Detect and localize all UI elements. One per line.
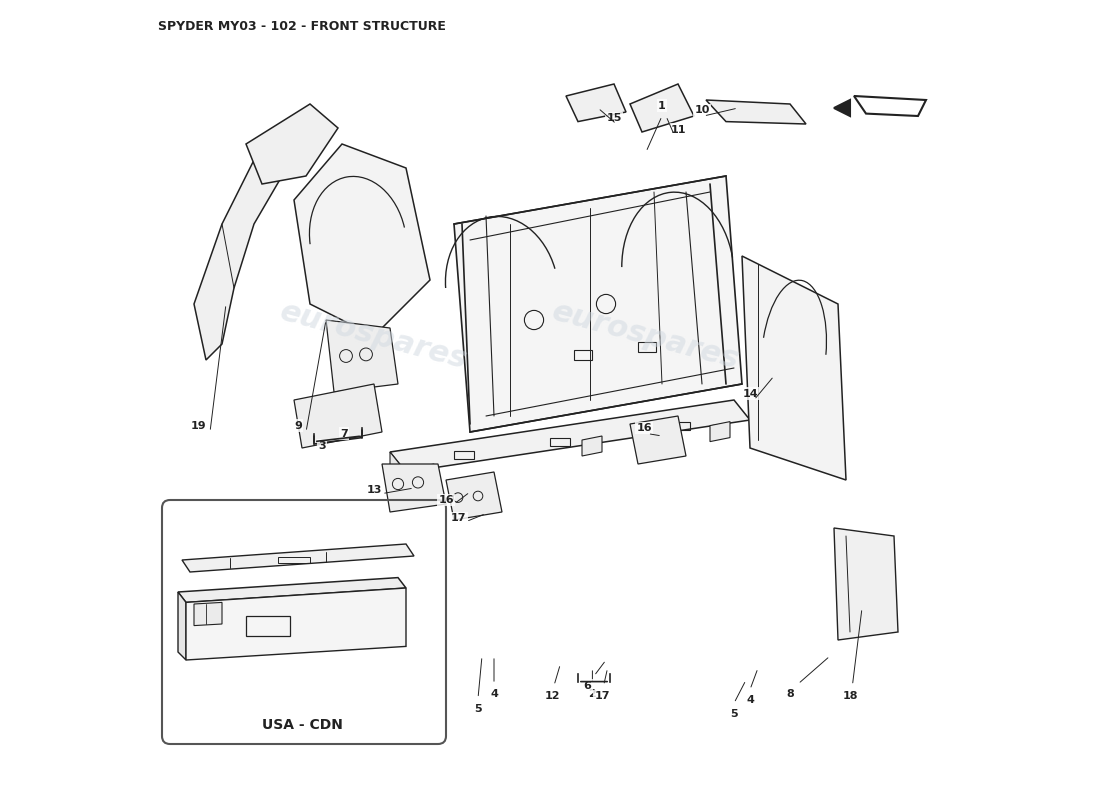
Bar xyxy=(246,616,290,636)
Text: 15: 15 xyxy=(606,114,621,123)
Text: 3: 3 xyxy=(318,441,326,450)
Polygon shape xyxy=(742,256,846,480)
Bar xyxy=(454,451,474,459)
Text: 16: 16 xyxy=(438,495,454,505)
Text: 4: 4 xyxy=(491,690,498,699)
Polygon shape xyxy=(414,464,435,484)
Polygon shape xyxy=(182,544,414,572)
Text: 6: 6 xyxy=(584,681,592,690)
Text: 5: 5 xyxy=(730,709,738,718)
Bar xyxy=(638,342,656,352)
Text: eurospares: eurospares xyxy=(277,297,471,375)
Text: 7: 7 xyxy=(341,429,349,438)
Text: 9: 9 xyxy=(294,421,301,430)
Polygon shape xyxy=(294,144,430,336)
Polygon shape xyxy=(630,416,686,464)
Text: USA - CDN: USA - CDN xyxy=(262,718,342,732)
Text: 18: 18 xyxy=(843,691,858,701)
Polygon shape xyxy=(582,436,602,456)
Polygon shape xyxy=(710,422,730,442)
Polygon shape xyxy=(390,452,406,484)
Text: 12: 12 xyxy=(544,691,560,701)
Text: 19: 19 xyxy=(190,421,206,430)
Text: 14: 14 xyxy=(742,389,758,398)
Polygon shape xyxy=(186,588,406,660)
Polygon shape xyxy=(178,578,406,602)
Text: 11: 11 xyxy=(670,125,685,134)
Polygon shape xyxy=(326,320,398,392)
Text: 1: 1 xyxy=(658,101,666,110)
Polygon shape xyxy=(834,100,850,116)
Text: 8: 8 xyxy=(786,689,794,698)
Polygon shape xyxy=(566,84,626,122)
Text: SPYDER MY03 - 102 - FRONT STRUCTURE: SPYDER MY03 - 102 - FRONT STRUCTURE xyxy=(158,20,446,33)
Polygon shape xyxy=(454,176,742,432)
Polygon shape xyxy=(446,472,502,520)
Polygon shape xyxy=(834,528,898,640)
Polygon shape xyxy=(294,384,382,448)
Text: 17: 17 xyxy=(451,514,466,523)
Polygon shape xyxy=(178,592,186,660)
Text: 13: 13 xyxy=(366,485,382,494)
Text: 4: 4 xyxy=(746,695,754,705)
Polygon shape xyxy=(194,144,282,360)
Text: 5: 5 xyxy=(474,704,482,714)
Polygon shape xyxy=(630,84,694,132)
Polygon shape xyxy=(390,400,750,472)
Bar xyxy=(670,422,690,430)
Polygon shape xyxy=(854,96,926,116)
Polygon shape xyxy=(382,464,446,512)
Bar xyxy=(574,350,592,360)
Polygon shape xyxy=(194,602,222,626)
Text: 10: 10 xyxy=(694,106,710,115)
Polygon shape xyxy=(246,104,338,184)
Text: 17: 17 xyxy=(594,691,609,701)
Polygon shape xyxy=(706,100,806,124)
Bar xyxy=(550,438,570,446)
Bar xyxy=(278,557,310,563)
Text: eurospares: eurospares xyxy=(549,297,742,375)
Text: 2: 2 xyxy=(588,690,596,699)
Text: 16: 16 xyxy=(637,423,652,433)
